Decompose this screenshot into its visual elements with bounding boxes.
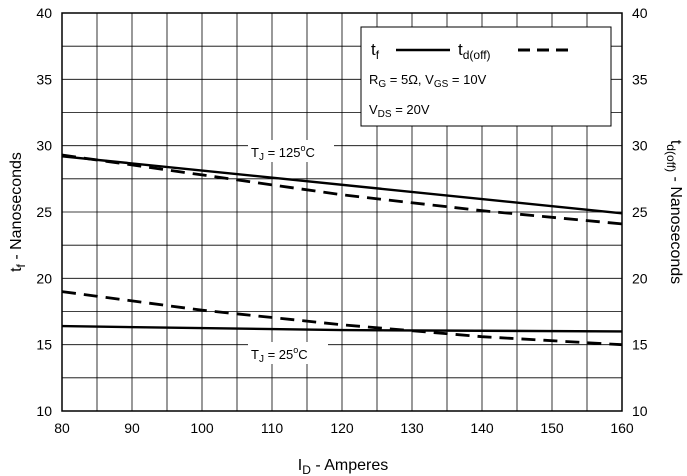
y-tick-label-left: 35 xyxy=(36,71,52,87)
y-tick-label-right: 30 xyxy=(632,138,648,154)
x-tick-label: 80 xyxy=(54,420,70,436)
y-tick-label-left: 15 xyxy=(36,337,52,353)
plot-frame xyxy=(61,12,623,412)
annotation-tj-25: TJ = 25oC xyxy=(248,342,328,365)
annotation-tj-125: TJ = 125oC xyxy=(248,140,334,163)
legend-box xyxy=(360,26,612,127)
series-line-3-dashed xyxy=(61,290,623,347)
x-tick-label: 90 xyxy=(124,420,140,436)
annotation-tj-125-bg xyxy=(248,140,334,162)
y-tick-label-right: 15 xyxy=(632,337,648,353)
y-axis-title-right: td(off) - Nanoseconds xyxy=(664,140,684,284)
x-tick-label: 140 xyxy=(470,420,494,436)
y-tick-label-right: 10 xyxy=(632,403,648,419)
series-line-1-dashed xyxy=(61,153,623,226)
legend: tf td(off) RG = 5Ω, VGS = 10V VDS = 20V xyxy=(360,26,612,127)
annotation-tj-25-bg xyxy=(248,342,328,364)
legend-condition-1: RG = 5Ω, VGS = 10V xyxy=(369,72,487,90)
annotation-tj-125-text: TJ = 125oC xyxy=(251,143,315,163)
annotation-tj-25-text: TJ = 25oC xyxy=(251,345,308,365)
y-tick-label-left: 30 xyxy=(36,138,52,154)
x-tick-label: 160 xyxy=(610,420,634,436)
y-tick-label-right: 20 xyxy=(632,270,648,286)
y-tick-label-right: 25 xyxy=(632,204,648,220)
x-axis-title: ID - Amperes xyxy=(298,457,388,476)
legend-td-label: td(off) xyxy=(458,40,491,62)
legend-condition-2: VDS = 20V xyxy=(369,102,430,120)
x-tick-label: 110 xyxy=(261,420,284,436)
series-line-2-solid xyxy=(61,324,623,333)
x-tick-label: 130 xyxy=(400,420,424,436)
legend-tf-label: tf xyxy=(371,40,380,62)
series-group xyxy=(61,153,623,347)
series-line-0-solid xyxy=(61,155,623,215)
x-tick-label: 120 xyxy=(330,420,354,436)
y-tick-label-left: 40 xyxy=(36,5,52,21)
x-tick-label: 150 xyxy=(540,420,564,436)
y-tick-label-right: 35 xyxy=(632,71,648,87)
y-tick-label-left: 20 xyxy=(36,270,52,286)
y-tick-label-left: 10 xyxy=(36,403,52,419)
x-tick-label: 100 xyxy=(190,420,214,436)
y-tick-label-left: 25 xyxy=(36,204,52,220)
y-axis-title-left: tf - Nanoseconds xyxy=(8,152,28,272)
y-tick-label-right: 40 xyxy=(632,5,648,21)
